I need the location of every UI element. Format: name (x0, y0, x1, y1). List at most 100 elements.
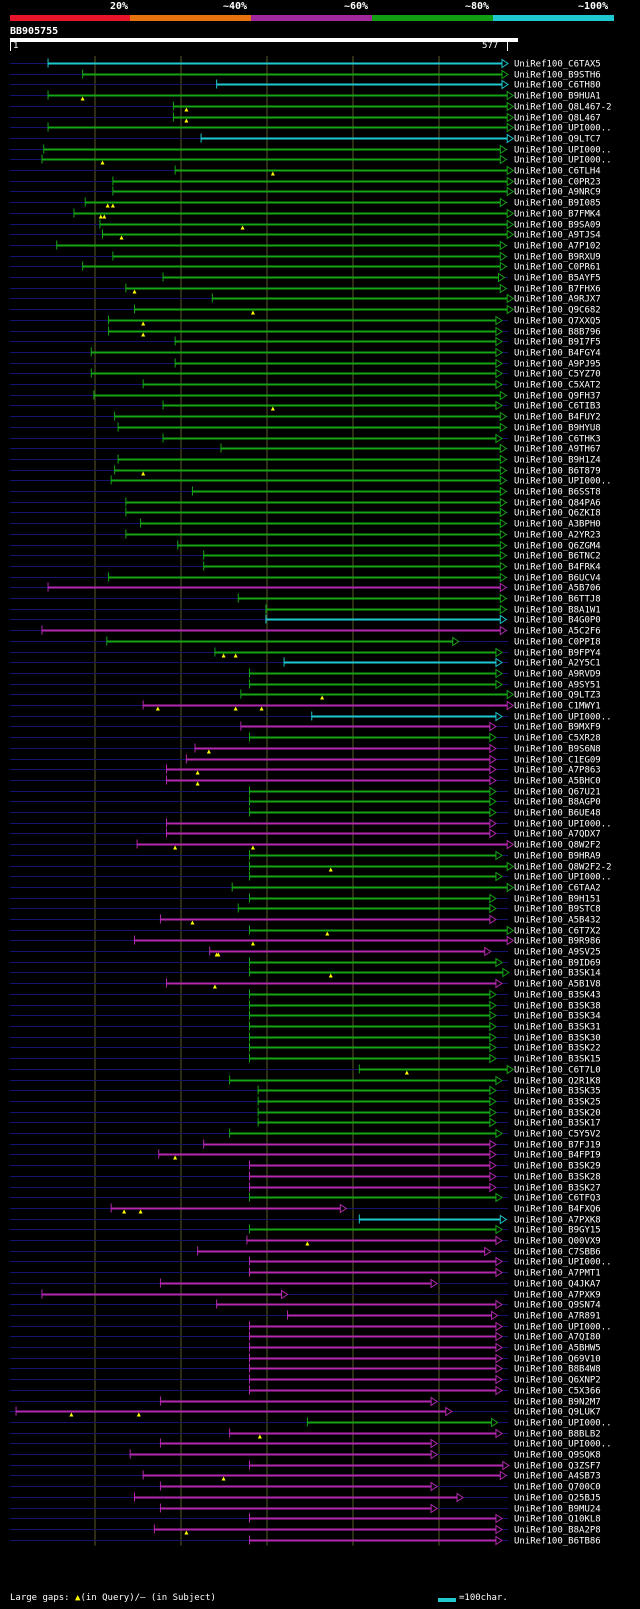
hit-row[interactable]: UniRef100_B6T879 (10, 465, 601, 477)
hit-row[interactable]: UniRef100_B4FGY4 (10, 347, 601, 359)
hit-row[interactable]: UniRef100_B9N2M7 (10, 1396, 601, 1408)
hit-row[interactable]: UniRef100_C5Y5V2 (10, 1128, 601, 1140)
hit-row[interactable]: UniRef100_Q8L467-2 (10, 101, 612, 113)
hit-row[interactable]: UniRef100_A7P102 (10, 240, 601, 252)
hit-row[interactable]: UniRef100_B9R986 (10, 935, 601, 947)
hit-row[interactable]: UniRef100_C6TLH4 (10, 165, 601, 177)
hit-row[interactable]: UniRef100_B6SST8 (10, 486, 601, 498)
hit-row[interactable]: UniRef100_B4FRK4 (10, 561, 601, 573)
hit-row[interactable]: UniRef100_B4FPI9 (10, 1149, 601, 1161)
hit-row[interactable]: UniRef100_B3SK27 (10, 1182, 601, 1194)
hit-row[interactable]: UniRef100_Q8W2F2-2 (10, 861, 612, 873)
hit-row[interactable]: UniRef100_A7PMT1 (10, 1267, 601, 1279)
hit-row[interactable]: UniRef100_A9RJX7 (10, 293, 601, 305)
hit-row[interactable]: UniRef100_A9SV25 (10, 946, 601, 958)
hit-row[interactable]: UniRef100_Q67U21 (10, 786, 601, 798)
hit-row[interactable]: UniRef100_Q00VX9 (10, 1235, 601, 1247)
hit-row[interactable]: UniRef100_B3SK35 (10, 1085, 601, 1097)
hit-row[interactable]: UniRef100_B6UE48 (10, 807, 601, 819)
hit-row[interactable]: UniRef100_C0PR23 (10, 176, 601, 188)
hit-row[interactable]: UniRef100_B6TNC2 (10, 550, 601, 562)
hit-row[interactable]: UniRef100_B9ID69 (10, 957, 601, 969)
hit-row[interactable]: UniRef100_B7FHX6 (10, 283, 601, 295)
hit-row[interactable]: UniRef100_A5B432 (10, 914, 601, 926)
hit-row[interactable]: UniRef100_B3SK30 (10, 1032, 601, 1044)
hit-row[interactable]: UniRef100_Q9FH37 (10, 390, 601, 402)
hit-row[interactable]: UniRef100_B9I7F5 (10, 336, 601, 348)
hit-row[interactable]: UniRef100_A9RVD9 (10, 668, 601, 680)
hit-row[interactable]: UniRef100_B9H1Z4 (10, 454, 601, 466)
hit-row[interactable]: UniRef100_UPI000.. (10, 1417, 612, 1429)
hit-row[interactable]: UniRef100_Q6XNP2 (10, 1374, 601, 1386)
hit-row[interactable]: UniRef100_A5C2F6 (10, 625, 601, 637)
hit-row[interactable]: UniRef100_B8AGP0 (10, 796, 601, 808)
hit-row[interactable]: UniRef100_B3SK17 (10, 1117, 601, 1129)
hit-row[interactable]: UniRef100_B3SK38 (10, 1000, 601, 1012)
hit-row[interactable]: UniRef100_A9PJ95 (10, 358, 601, 370)
hit-row[interactable]: UniRef100_B7FJ19 (10, 1139, 601, 1151)
hit-row[interactable]: UniRef100_C6TH80 (10, 79, 601, 91)
hit-row[interactable]: UniRef100_B3SK20 (10, 1107, 601, 1119)
hit-row[interactable]: UniRef100_Q25BJ5 (10, 1492, 601, 1504)
hit-row[interactable]: UniRef100_A9SY51 (10, 679, 601, 691)
hit-row[interactable]: UniRef100_B3SK31 (10, 1021, 601, 1033)
hit-row[interactable]: UniRef100_Q9LTC7 (10, 133, 601, 145)
hit-row[interactable]: UniRef100_A4SB73 (10, 1470, 601, 1482)
hit-row[interactable]: UniRef100_A9NRC9 (10, 186, 601, 198)
hit-row[interactable]: UniRef100_Q7XXQ5 (10, 315, 601, 327)
hit-row[interactable]: UniRef100_UPI000.. (10, 122, 612, 134)
hit-row[interactable]: UniRef100_C6TAX5 (10, 58, 601, 70)
hit-row[interactable]: UniRef100_B3SK34 (10, 1010, 601, 1022)
hit-row[interactable]: UniRef100_C6TFQ3 (10, 1192, 601, 1204)
hit-row[interactable]: UniRef100_B8B4W8 (10, 1363, 601, 1375)
hit-row[interactable]: UniRef100_Q9LTZ3 (10, 689, 601, 701)
hit-row[interactable]: UniRef100_B8A1W1 (10, 604, 601, 616)
hit-row[interactable]: UniRef100_A5BHC0 (10, 775, 601, 787)
hit-row[interactable]: UniRef100_Q700C0 (10, 1481, 601, 1493)
hit-row[interactable]: UniRef100_B9SA09 (10, 219, 601, 231)
hit-row[interactable]: UniRef100_A5BHW5 (10, 1342, 601, 1354)
hit-row[interactable]: UniRef100_B9MU24 (10, 1503, 601, 1515)
hit-row[interactable]: UniRef100_B6UCV4 (10, 572, 601, 584)
hit-row[interactable]: UniRef100_B3SK15 (10, 1053, 601, 1065)
hit-row[interactable]: UniRef100_UPI000.. (10, 1321, 612, 1333)
hit-row[interactable]: UniRef100_B4FUY2 (10, 411, 601, 423)
hit-row[interactable]: UniRef100_B3SK43 (10, 989, 601, 1001)
hit-row[interactable]: UniRef100_C0PPI8 (10, 636, 601, 648)
hit-row[interactable]: UniRef100_C5X366 (10, 1385, 601, 1397)
hit-row[interactable]: UniRef100_C5XAT2 (10, 379, 601, 391)
hit-row[interactable]: UniRef100_A7PXK9 (10, 1289, 601, 1301)
hit-row[interactable]: UniRef100_A7R891 (10, 1310, 601, 1322)
hit-row[interactable]: UniRef100_B9FPY4 (10, 647, 601, 659)
hit-row[interactable]: UniRef100_A3BPH0 (10, 518, 601, 530)
hit-row[interactable]: UniRef100_B9S6N8 (10, 743, 601, 755)
hit-row[interactable]: UniRef100_UPI000.. (10, 1256, 612, 1268)
hit-row[interactable]: UniRef100_UPI000.. (10, 144, 612, 156)
hit-row[interactable]: UniRef100_A2Y5C1 (10, 657, 601, 669)
hit-row[interactable]: UniRef100_Q4JKA7 (10, 1278, 601, 1290)
hit-row[interactable]: UniRef100_A2YR23 (10, 529, 601, 541)
hit-row[interactable]: UniRef100_Q10KL8 (10, 1513, 601, 1525)
hit-row[interactable]: UniRef100_A7PXK8 (10, 1214, 601, 1226)
hit-row[interactable]: UniRef100_B6TB86 (10, 1535, 601, 1547)
hit-row[interactable]: UniRef100_Q6ZGM4 (10, 540, 601, 552)
hit-row[interactable]: UniRef100_Q8W2F2 (10, 839, 601, 851)
hit-row[interactable]: UniRef100_C7SBB6 (10, 1246, 601, 1258)
hit-row[interactable]: UniRef100_Q2R1K8 (10, 1075, 601, 1087)
hit-row[interactable]: UniRef100_B3SK22 (10, 1042, 601, 1054)
hit-row[interactable]: UniRef100_Q9LUK7 (10, 1406, 601, 1418)
hit-row[interactable]: UniRef100_A5B1V8 (10, 978, 601, 990)
hit-row[interactable]: UniRef100_A9TH67 (10, 443, 601, 455)
hit-row[interactable]: UniRef100_C1MWY1 (10, 700, 601, 712)
hit-row[interactable]: UniRef100_B3SK28 (10, 1171, 601, 1183)
hit-row[interactable]: UniRef100_Q9C682 (10, 304, 601, 316)
hit-row[interactable]: UniRef100_A9TJS4 (10, 229, 601, 241)
hit-row[interactable]: UniRef100_Q6ZKI8 (10, 507, 601, 519)
hit-row[interactable]: UniRef100_B9HRA9 (10, 850, 601, 862)
hit-row[interactable]: UniRef100_B9RXU9 (10, 251, 601, 263)
hit-row[interactable]: UniRef100_A7QI80 (10, 1331, 601, 1343)
hit-row[interactable]: UniRef100_UPI000.. (10, 818, 612, 830)
hit-row[interactable]: UniRef100_B9GY15 (10, 1224, 601, 1236)
hit-row[interactable]: UniRef100_B3SK29 (10, 1160, 601, 1172)
hit-row[interactable]: UniRef100_B9HUA1 (10, 90, 601, 102)
